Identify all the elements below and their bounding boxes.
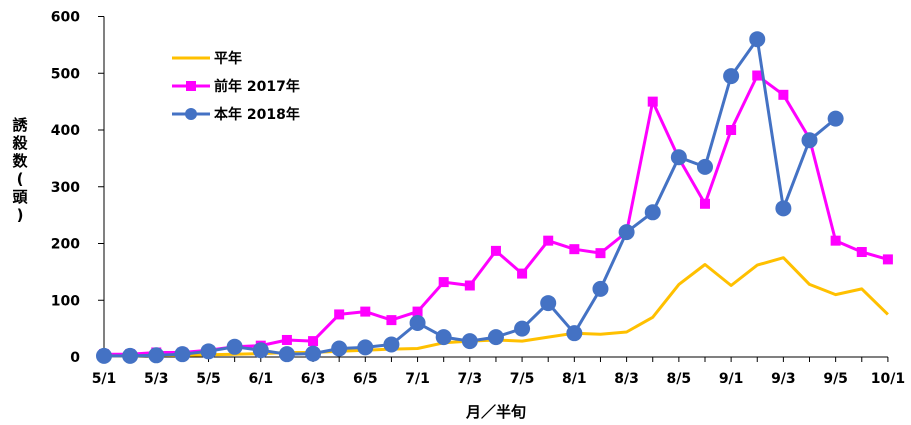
data-point <box>386 315 397 326</box>
legend-item: 本年 2018年 <box>172 106 300 123</box>
x-tick-label: 8/3 <box>614 371 639 387</box>
legend-label: 平年 <box>214 50 242 67</box>
data-point <box>752 70 763 81</box>
data-point <box>490 245 501 256</box>
legend-swatch-marker <box>185 108 197 120</box>
y-axis-title: 誘殺数(頭) <box>11 116 28 224</box>
x-tick-label: 6/5 <box>353 371 378 387</box>
x-tick-label: 10/1 <box>871 371 905 387</box>
series-3 <box>96 31 844 364</box>
data-point <box>360 306 371 317</box>
legend-item: 平年 <box>172 50 242 67</box>
x-tick-label: 9/1 <box>719 371 744 387</box>
x-tick-label: 8/1 <box>562 371 587 387</box>
data-point <box>122 347 139 364</box>
data-point <box>412 306 423 317</box>
legend-label: 前年 2017年 <box>214 78 300 95</box>
data-point <box>334 309 345 320</box>
data-point <box>252 342 269 359</box>
y-tick-label: 100 <box>51 293 80 309</box>
data-point <box>569 244 580 255</box>
data-point <box>331 340 348 357</box>
legend-item: 前年 2017年 <box>172 78 300 95</box>
data-point <box>647 96 658 107</box>
data-point <box>543 235 554 246</box>
data-point <box>540 295 557 312</box>
x-tick-label: 9/5 <box>823 371 848 387</box>
data-point <box>778 89 789 100</box>
data-point <box>409 314 426 331</box>
data-point <box>517 268 528 279</box>
data-point <box>592 280 609 297</box>
x-axis-title: 月／半旬 <box>465 403 526 421</box>
data-point <box>856 247 867 258</box>
y-axis-title-char: 頭 <box>12 188 28 206</box>
y-tick-label: 300 <box>51 180 80 196</box>
data-point <box>464 280 475 291</box>
data-point <box>514 320 531 337</box>
data-point <box>775 200 792 217</box>
x-tick-label: 9/3 <box>771 371 796 387</box>
data-point <box>148 347 165 364</box>
data-point <box>278 346 295 363</box>
data-point <box>96 347 112 364</box>
y-tick-label: 400 <box>51 123 80 139</box>
data-point <box>644 204 661 221</box>
data-point <box>438 277 449 288</box>
data-point <box>281 334 292 345</box>
y-axis-title-char: ( <box>17 170 24 188</box>
legend-label: 本年 2018年 <box>214 106 300 123</box>
y-axis-title-char: 殺 <box>11 134 28 152</box>
data-point <box>308 336 319 347</box>
x-tick-label: 7/5 <box>510 371 535 387</box>
data-point <box>618 224 635 241</box>
data-point <box>305 345 322 362</box>
x-tick-label: 5/5 <box>196 371 221 387</box>
data-point <box>696 158 713 175</box>
data-point <box>670 149 687 166</box>
x-tick-label: 7/3 <box>458 371 483 387</box>
y-axis-title-char: ) <box>17 206 24 224</box>
x-tick-label: 6/1 <box>248 371 273 387</box>
data-point <box>566 325 583 342</box>
data-point <box>801 132 818 149</box>
y-tick-label: 200 <box>51 237 80 253</box>
data-point <box>830 235 841 246</box>
data-point <box>595 248 606 259</box>
data-point <box>699 198 710 209</box>
y-tick-label: 500 <box>51 66 80 82</box>
x-tick-label: 5/3 <box>144 371 169 387</box>
data-point <box>383 336 400 353</box>
x-tick-label: 6/3 <box>301 371 326 387</box>
data-point <box>226 338 243 355</box>
data-point <box>174 346 191 363</box>
x-tick-label: 8/5 <box>667 371 692 387</box>
y-tick-label: 600 <box>51 10 80 26</box>
y-axis-title-char: 誘 <box>12 116 28 134</box>
data-point <box>827 110 844 127</box>
series-layer <box>96 31 893 364</box>
data-point <box>723 68 740 85</box>
data-point <box>357 339 374 356</box>
data-point <box>200 343 217 360</box>
data-point <box>461 333 478 350</box>
data-point <box>487 329 504 346</box>
x-tick-label: 7/1 <box>405 371 430 387</box>
y-tick-label: 0 <box>70 350 80 366</box>
x-tick-label: 5/1 <box>92 371 117 387</box>
data-point <box>726 125 737 135</box>
y-axis-title-char: 数 <box>12 152 28 170</box>
axes: 0 100 200 300 400 500 600 5/1 5/3 5/5 6/1 6/3 6/5 7/1… <box>51 10 905 388</box>
legend-swatch-marker <box>186 81 196 91</box>
data-point <box>435 329 452 346</box>
data-point <box>749 31 766 48</box>
data-point <box>882 254 893 265</box>
